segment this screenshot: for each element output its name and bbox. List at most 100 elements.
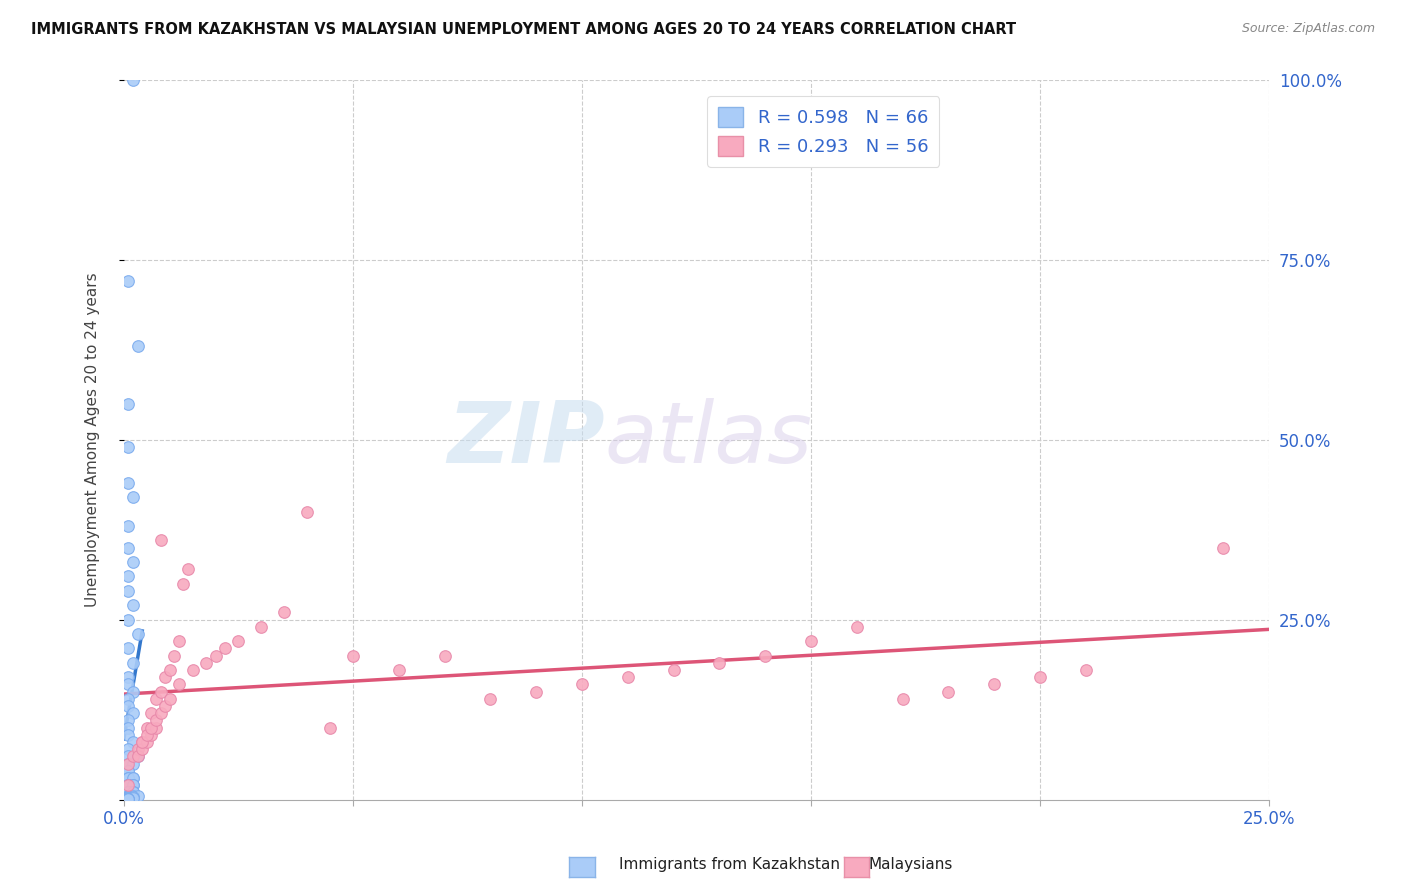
Point [122, 785, 145, 799]
Point [273, 606, 295, 620]
Point [127, 339, 149, 353]
Point [571, 677, 593, 691]
Point [131, 735, 153, 749]
Point [117, 670, 139, 684]
Point [117, 275, 139, 289]
Point [117, 541, 139, 555]
Point [228, 634, 250, 648]
Point [214, 641, 236, 656]
Point [891, 691, 914, 706]
Point [117, 749, 139, 764]
Point [122, 749, 145, 764]
Point [163, 648, 186, 663]
Y-axis label: Unemployment Among Ages 20 to 24 years: Unemployment Among Ages 20 to 24 years [86, 272, 100, 607]
Point [122, 771, 145, 785]
Point [131, 735, 153, 749]
Point [122, 790, 145, 805]
Text: ZIP: ZIP [447, 398, 605, 482]
Point [117, 792, 139, 806]
Point [117, 771, 139, 785]
Point [117, 583, 139, 598]
Point [342, 648, 364, 663]
Point [117, 778, 139, 792]
Point [117, 771, 139, 785]
Point [122, 656, 145, 670]
Point [122, 789, 145, 803]
Point [122, 756, 145, 771]
Point [145, 714, 167, 728]
Point [135, 721, 157, 735]
Point [149, 684, 172, 698]
Point [117, 785, 139, 799]
Point [117, 641, 139, 656]
Point [117, 792, 139, 806]
Point [662, 663, 685, 677]
Point [117, 519, 139, 533]
Legend: R = 0.598   N = 66, R = 0.293   N = 56: R = 0.598 N = 66, R = 0.293 N = 56 [707, 96, 939, 167]
Point [1212, 541, 1234, 555]
Point [800, 634, 823, 648]
Point [181, 663, 204, 677]
Point [117, 791, 139, 805]
Point [117, 764, 139, 778]
Point [122, 791, 145, 805]
Point [117, 778, 139, 792]
Point [172, 576, 194, 591]
Point [122, 706, 145, 721]
Point [141, 721, 163, 735]
Point [617, 670, 640, 684]
Point [141, 706, 163, 721]
Text: Source: ZipAtlas.com: Source: ZipAtlas.com [1241, 22, 1375, 36]
Point [433, 648, 456, 663]
Point [983, 677, 1005, 691]
Point [122, 735, 145, 749]
Point [295, 505, 318, 519]
Point [117, 785, 139, 799]
Point [149, 706, 172, 721]
Point [117, 785, 139, 799]
Point [153, 670, 176, 684]
Point [117, 440, 139, 454]
Point [167, 677, 190, 691]
Point [122, 555, 145, 569]
Point [754, 648, 776, 663]
Point [117, 742, 139, 756]
Point [117, 764, 139, 778]
Point [117, 778, 139, 792]
Point [524, 684, 547, 698]
Point [195, 656, 218, 670]
Point [117, 714, 139, 728]
Point [117, 756, 139, 771]
Point [117, 728, 139, 742]
Point [938, 684, 960, 698]
Point [127, 789, 149, 803]
Point [117, 698, 139, 713]
Point [122, 73, 145, 87]
Point [127, 749, 149, 764]
Point [117, 785, 139, 799]
Point [177, 562, 200, 576]
Point [1029, 670, 1052, 684]
Point [153, 698, 176, 713]
Point [709, 656, 731, 670]
Text: IMMIGRANTS FROM KAZAKHSTAN VS MALAYSIAN UNEMPLOYMENT AMONG AGES 20 TO 24 YEARS C: IMMIGRANTS FROM KAZAKHSTAN VS MALAYSIAN … [31, 22, 1017, 37]
Point [122, 778, 145, 792]
Point [127, 627, 149, 641]
Point [167, 634, 190, 648]
Point [135, 728, 157, 742]
Point [117, 790, 139, 805]
Point [117, 792, 139, 806]
Point [122, 778, 145, 792]
Point [388, 663, 411, 677]
Point [122, 599, 145, 613]
Point [117, 790, 139, 805]
Point [117, 613, 139, 627]
Text: Malaysians: Malaysians [869, 857, 953, 872]
Point [117, 756, 139, 771]
Point [319, 721, 342, 735]
Point [1074, 663, 1097, 677]
Point [122, 684, 145, 698]
Point [479, 691, 502, 706]
Point [127, 749, 149, 764]
Point [117, 397, 139, 411]
